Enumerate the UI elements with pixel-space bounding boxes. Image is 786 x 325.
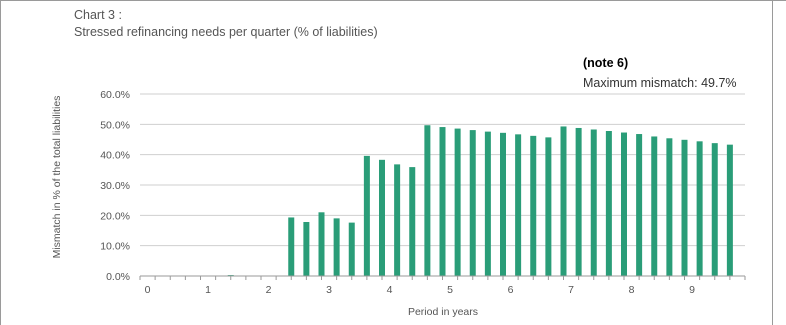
y-tick-label: 20.0% — [100, 210, 130, 222]
bar — [333, 218, 340, 276]
chart-title: Chart 3 : — [74, 8, 122, 22]
y-tick-label: 10.0% — [100, 241, 130, 253]
x-tick-label: 6 — [508, 284, 514, 296]
bar — [605, 131, 612, 276]
x-axis-label: Period in years — [408, 306, 478, 318]
y-tick-label: 50.0% — [100, 119, 130, 131]
bar — [379, 159, 385, 276]
max-mismatch-annotation: Maximum mismatch: 49.7% — [583, 76, 737, 90]
bar — [515, 134, 522, 276]
x-tick-label: 7 — [568, 284, 574, 296]
bar — [560, 126, 567, 276]
y-tick-label: 40.0% — [100, 150, 130, 162]
axes: 0.0% 10.0% 20.0% 30.0% 40.0% 50.0% 60.0% 0 1 2 3 4 5… — [100, 89, 746, 296]
x-tick-label: 9 — [689, 284, 695, 296]
bar — [726, 144, 733, 276]
bar — [469, 130, 476, 276]
x-tick-label: 1 — [205, 284, 211, 296]
y-tick-label: 0.0% — [106, 271, 130, 283]
x-tick-label: 8 — [629, 284, 635, 296]
bar — [711, 143, 718, 276]
bar — [621, 132, 627, 276]
chart-header: Chart 3 : Stressed refinancing needs per… — [74, 7, 378, 41]
bar — [530, 135, 537, 276]
bar — [318, 212, 325, 276]
x-tick-label: 5 — [447, 284, 453, 296]
note-annotation: (note 6) — [583, 56, 629, 70]
bar — [575, 127, 582, 277]
frame-border-top — [0, 0, 786, 1]
bar — [303, 222, 310, 276]
bar — [636, 134, 643, 276]
bar — [409, 167, 416, 276]
y-tick-label: 60.0% — [100, 89, 130, 101]
bar — [696, 141, 703, 276]
bar — [651, 136, 658, 276]
bar — [348, 222, 355, 276]
bar — [439, 127, 446, 277]
y-tick-label: 30.0% — [100, 180, 130, 192]
bar — [500, 132, 506, 276]
bar — [454, 128, 461, 276]
bar — [590, 129, 597, 276]
x-tick-label: 0 — [145, 284, 151, 296]
x-tick-label: 2 — [266, 284, 272, 296]
bar — [681, 139, 688, 276]
frame-border-right — [772, 0, 773, 325]
x-tick-label: 4 — [387, 284, 393, 296]
x-tick-label: 3 — [326, 284, 332, 296]
bar — [666, 138, 673, 276]
bar — [545, 137, 552, 276]
chart-subtitle: Stressed refinancing needs per quarter (… — [74, 25, 378, 39]
bar — [288, 217, 295, 276]
bars — [227, 125, 733, 277]
y-axis-label: Mismatch in % of the total liabilities — [51, 96, 63, 259]
bar — [363, 155, 370, 276]
bar — [394, 164, 401, 276]
bar — [484, 131, 491, 276]
frame-border-left — [0, 0, 1, 325]
bar — [424, 125, 431, 276]
